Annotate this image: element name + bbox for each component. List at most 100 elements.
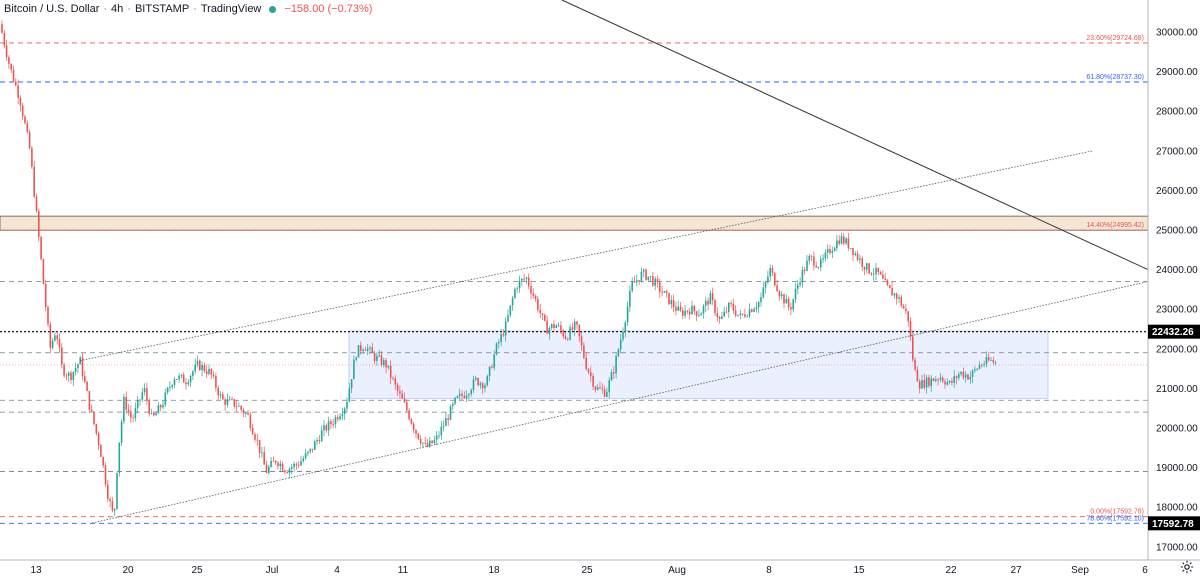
candle-body [270, 460, 272, 467]
candle-body [318, 440, 321, 442]
candle-body [578, 324, 581, 337]
candle-body [399, 390, 401, 394]
candle-body [132, 417, 134, 419]
candle-body [893, 293, 896, 296]
candle-body [461, 393, 463, 396]
candle-body [603, 389, 606, 397]
candle-body [951, 380, 953, 383]
candle-body [557, 325, 560, 327]
price-label-tag [1148, 516, 1200, 531]
candle-body [539, 309, 541, 314]
candle-body [417, 433, 420, 439]
candle-body [863, 266, 866, 270]
candle-body [353, 359, 355, 380]
candle-body [840, 236, 843, 244]
price-label-text: 17592.78 [1152, 519, 1194, 530]
channel-upper-line [79, 150, 1094, 362]
time-tick-label: 4 [334, 565, 340, 576]
candle-body [500, 333, 502, 343]
candle-body [833, 248, 836, 252]
candle-body [573, 321, 576, 330]
candle-body [3, 32, 6, 46]
candle-body [56, 335, 58, 340]
candle-body [670, 300, 673, 305]
candle-body [994, 362, 997, 364]
candle-body [702, 305, 705, 314]
candle-body [242, 409, 245, 414]
candle-body [930, 378, 932, 387]
candle-body [118, 442, 121, 473]
levels-layer: 23.60%(29724.68) 61.80%(28737.30) 14.40%(2… [0, 35, 1148, 524]
candle-body [596, 387, 599, 390]
candle-body [803, 269, 806, 271]
candle-body [406, 402, 408, 411]
candle-body [900, 297, 903, 306]
candle-body [173, 379, 176, 385]
candle-body [928, 377, 930, 387]
candle-body [212, 374, 215, 377]
candle-body [332, 424, 334, 425]
candle-body [139, 399, 141, 401]
candle-body [452, 403, 454, 407]
candle-body [309, 448, 311, 452]
candle-body [268, 466, 270, 473]
candle-body [31, 148, 33, 167]
candle-body [983, 364, 985, 366]
candle-body [516, 288, 518, 290]
candle-body [868, 263, 870, 274]
candle-body [219, 394, 222, 396]
candle-body [523, 278, 525, 280]
candle-body [155, 413, 157, 416]
candle-body [479, 383, 482, 386]
candle-body [189, 376, 192, 383]
candle-body [594, 386, 597, 390]
candle-body [182, 374, 185, 383]
candle-body [58, 339, 61, 348]
candle-body [360, 345, 362, 351]
candle-body [527, 277, 530, 287]
candle-body [718, 317, 721, 319]
candle-body [488, 366, 491, 376]
gear-icon[interactable] [1180, 560, 1194, 574]
candle-body [760, 297, 762, 303]
candle-body [976, 368, 978, 370]
candle-body [261, 452, 263, 454]
candle-body [127, 409, 130, 412]
candle-body [845, 238, 847, 244]
candle-body [691, 305, 693, 315]
fib-level-label: 14.40%(24995.42) [1086, 222, 1144, 229]
downtrend-line [561, 0, 1149, 271]
time-tick-label: 22 [945, 565, 957, 576]
candle-body [626, 306, 629, 323]
candle-body [187, 382, 190, 385]
candle-body [838, 240, 840, 244]
candle-body [295, 463, 298, 465]
candle-body [44, 283, 47, 308]
candle-body [907, 311, 909, 322]
candle-body [141, 392, 144, 400]
symbol-name[interactable]: Bitcoin / U.S. Dollar [4, 3, 100, 15]
brand-label: TradingView [200, 3, 262, 15]
candle-body [245, 413, 247, 415]
candle-body [672, 300, 675, 308]
candle-body [948, 380, 951, 383]
candle-body [346, 401, 348, 409]
candle-body [971, 370, 974, 377]
interval-label[interactable]: 4h [111, 3, 124, 15]
candle-body [21, 105, 24, 117]
candle-body [67, 372, 70, 376]
candle-body [300, 461, 302, 466]
candle-body [504, 321, 507, 336]
candle-body [792, 299, 794, 310]
candle-body [808, 255, 811, 261]
time-tick-label: 27 [1010, 565, 1022, 576]
candle-body [201, 365, 203, 371]
candle-body [905, 308, 907, 312]
candle-body [277, 462, 279, 467]
candle-body [564, 336, 567, 339]
candle-body [820, 259, 822, 268]
symbol-header: Bitcoin / U.S. Dollar · 4h · BITSTAMP · … [0, 0, 373, 18]
candle-body [410, 419, 413, 424]
